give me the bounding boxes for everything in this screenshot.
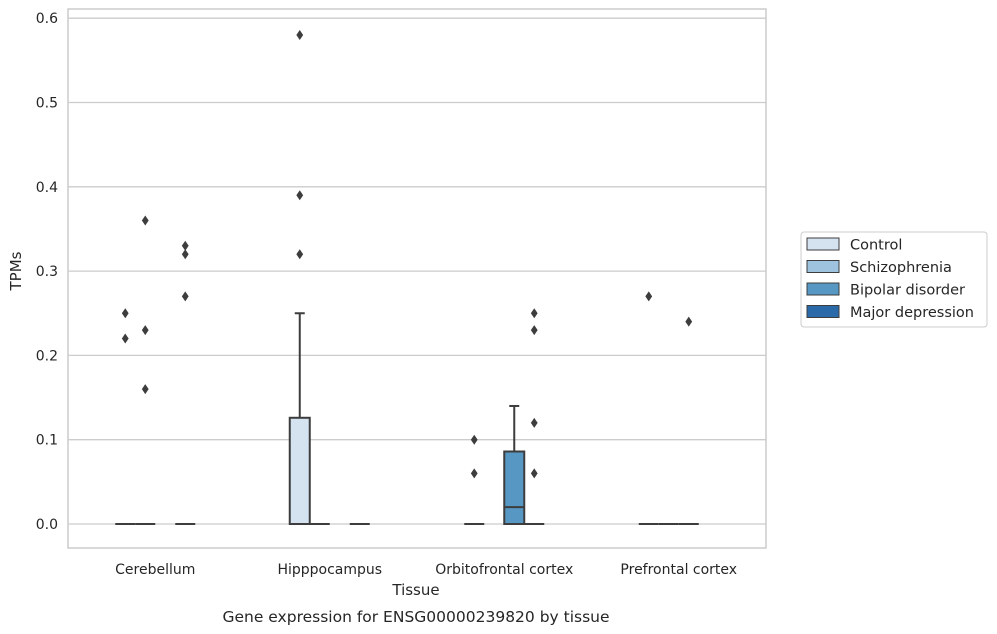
outlier-point bbox=[141, 325, 149, 336]
outliers bbox=[121, 30, 693, 479]
x-tick-label: Cerebellum bbox=[115, 562, 195, 578]
legend-label: Bipolar disorder bbox=[850, 283, 965, 299]
legend-label: Control bbox=[850, 238, 902, 254]
outlier-point bbox=[296, 190, 304, 201]
outlier-point bbox=[121, 308, 129, 319]
outlier-point bbox=[181, 291, 189, 302]
grid-lines bbox=[68, 17, 766, 525]
box-bipolar-disorder bbox=[503, 404, 526, 526]
outlier-point bbox=[530, 417, 538, 428]
outlier-point bbox=[141, 384, 149, 395]
outlier-point bbox=[685, 316, 693, 327]
legend-frame bbox=[800, 231, 988, 328]
y-tick-label: 0.6 bbox=[36, 11, 58, 27]
outlier-point bbox=[296, 249, 304, 260]
x-tick-label: Prefrontal cortex bbox=[620, 562, 737, 578]
boxes bbox=[115, 312, 699, 526]
box-body bbox=[503, 450, 526, 526]
outlier-point bbox=[141, 215, 149, 226]
legend-label: Schizophrenia bbox=[850, 260, 952, 276]
outlier-point bbox=[530, 468, 538, 479]
plot-frame bbox=[67, 8, 767, 549]
y-tick-label: 0.1 bbox=[36, 433, 58, 449]
legend: Control Schizophrenia Bipolar disorder Majo… bbox=[800, 231, 988, 328]
y-tick-label: 0.5 bbox=[36, 96, 58, 112]
x-tick-labels: Cerebellum Hipppocampus Orbitofrontal cort… bbox=[115, 562, 737, 578]
outlier-point bbox=[121, 333, 129, 344]
outlier-point bbox=[181, 240, 189, 251]
legend-swatch bbox=[806, 260, 840, 273]
legend-swatch bbox=[806, 305, 840, 318]
chart-caption: Gene expression for ENSG00000239820 by t… bbox=[222, 608, 609, 626]
outlier-point bbox=[181, 249, 189, 260]
y-tick-label: 0.2 bbox=[36, 348, 58, 364]
x-axis-label: Tissue bbox=[391, 581, 439, 599]
x-tick-label: Orbitofrontal cortex bbox=[435, 562, 573, 578]
outlier-point bbox=[530, 325, 538, 336]
outlier-point bbox=[645, 291, 653, 302]
outlier-point bbox=[470, 434, 478, 445]
y-tick-label: 0.0 bbox=[36, 517, 58, 533]
y-axis-label: TPMs bbox=[7, 251, 25, 291]
outlier-point bbox=[470, 468, 478, 479]
box-control bbox=[288, 312, 311, 526]
box-body bbox=[288, 416, 311, 526]
y-tick-label: 0.4 bbox=[36, 180, 58, 196]
outlier-point bbox=[296, 30, 304, 41]
legend-label: Major depression bbox=[850, 305, 974, 321]
y-tick-labels: 0.0 0.1 0.2 0.3 0.4 0.5 0.6 bbox=[36, 11, 58, 533]
legend-swatch bbox=[806, 282, 840, 296]
y-tick-label: 0.3 bbox=[36, 264, 58, 280]
legend-swatch bbox=[806, 237, 840, 251]
x-tick-label: Hipppocampus bbox=[277, 562, 382, 578]
outlier-point bbox=[530, 308, 538, 319]
